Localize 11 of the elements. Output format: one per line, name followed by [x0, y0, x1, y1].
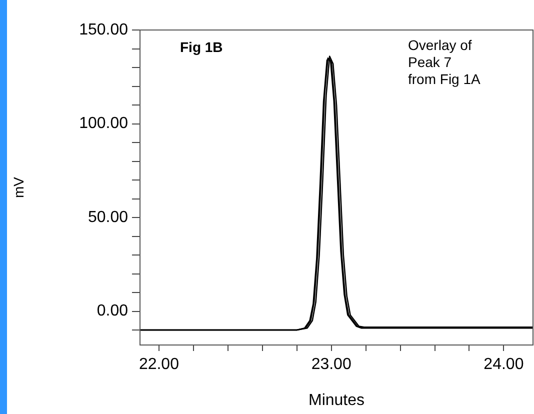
x-tick-label: 22.00 — [138, 356, 180, 374]
x-tick-label: 23.00 — [311, 356, 352, 374]
y-tick-label: 50.00 — [88, 208, 128, 226]
x-axis-title: Minutes — [308, 392, 365, 409]
y-tick-label: 150.00 — [79, 21, 128, 38]
annotation: Overlay of Peak 7 from Fig 1A — [408, 36, 482, 87]
y-tick-label: 0.00 — [96, 302, 128, 320]
x-tick-label: 24.00 — [484, 356, 524, 374]
y-axis-title: mV — [10, 176, 26, 198]
annotation: Fig 1B — [180, 38, 223, 55]
y-tick-label: 100.00 — [79, 115, 128, 132]
